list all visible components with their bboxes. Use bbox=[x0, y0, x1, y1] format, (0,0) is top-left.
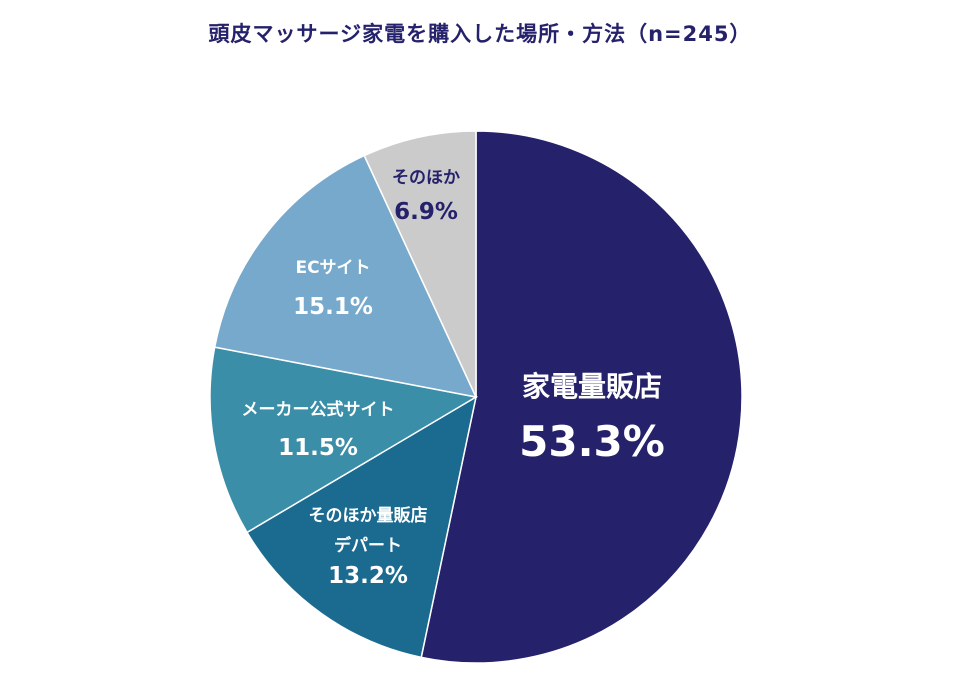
slice-value-label: 53.3% bbox=[519, 417, 665, 466]
pie-slice bbox=[246, 395, 478, 659]
slice-category-label: そのほか量販店 bbox=[309, 505, 428, 526]
slice-category-label: ECサイト bbox=[295, 258, 370, 278]
slice-category-label: そのほか bbox=[392, 168, 460, 188]
slice-value-label: 13.2% bbox=[328, 563, 408, 589]
slice-value-label: 11.5% bbox=[278, 435, 358, 461]
slice-value-label: 15.1% bbox=[293, 294, 373, 320]
chart-title: 頭皮マッサージ家電を購入した場所・方法（n=245） bbox=[208, 22, 752, 46]
pie-slice bbox=[213, 154, 478, 399]
slice-category-label: デパート bbox=[334, 535, 402, 556]
slice-category-label: メーカー公式サイト bbox=[242, 399, 395, 420]
pie-slice bbox=[209, 346, 479, 534]
slice-category-label: 家電量販店 bbox=[522, 370, 662, 403]
pie-slice bbox=[420, 130, 743, 664]
slice-value-label: 6.9% bbox=[394, 199, 458, 225]
pie-slice bbox=[363, 130, 477, 398]
